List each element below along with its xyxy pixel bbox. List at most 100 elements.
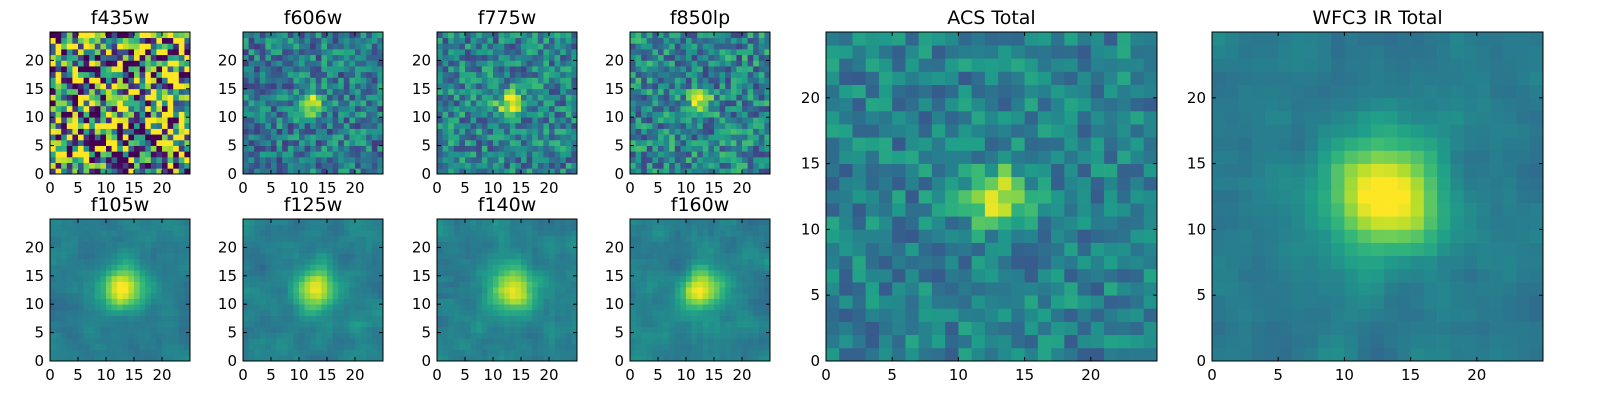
heatmap-cell [487,343,494,350]
heatmap-cell [156,230,163,237]
heatmap-cell [758,100,765,107]
heatmap-cell [686,105,692,112]
heatmap-cell [243,134,249,141]
heatmap-cell [321,253,328,260]
heatmap-cell [543,94,550,101]
heatmap-cell [498,264,505,271]
heatmap-cell [560,321,567,328]
y-tick-label: 15 [218,267,237,285]
heatmap-cell [299,117,305,124]
heatmap-cell [265,298,272,305]
heatmap-cell [299,145,305,152]
heatmap-cell [332,321,339,328]
heatmap-cell [134,224,140,231]
heatmap-cell [543,156,550,163]
heatmap-cell [259,236,266,243]
heatmap-cell [315,100,322,107]
heatmap-cell [248,287,255,294]
heatmap-cell [150,139,157,146]
heatmap-cell [89,287,96,294]
heatmap-cell [145,37,152,44]
heatmap-cell [549,321,555,328]
heatmap-cell [304,241,311,248]
heatmap-cell [532,326,539,333]
heatmap-cell [493,151,499,158]
heatmap-cell [327,83,333,90]
heatmap-cell [276,332,283,339]
heatmap-cell [764,151,771,158]
heatmap-cell [72,156,79,163]
heatmap-cell [259,162,266,169]
heatmap-cell [111,162,118,169]
heatmap-cell [117,100,124,107]
heatmap-cell [271,275,277,282]
heatmap-cell [145,77,152,84]
heatmap-cell [459,145,466,152]
heatmap-cell [366,264,373,271]
heatmap-cell [658,139,664,146]
heatmap-cell [764,100,771,107]
heatmap-cell [271,134,277,141]
heatmap-cell [481,355,488,362]
heatmap-cell [89,111,96,118]
heatmap-cell [476,162,483,169]
heatmap-cell [565,338,572,345]
heatmap-cell [742,49,748,56]
heatmap-cell [106,134,112,141]
heatmap-cell [459,105,466,112]
heatmap-cell [355,224,361,231]
heatmap-cell [630,94,636,101]
heatmap-cell [259,122,266,129]
heatmap-cell [764,111,771,118]
heatmap-cell [652,37,659,44]
heatmap-cell [554,100,561,107]
heatmap-cell [106,60,112,67]
heatmap-cell [271,219,277,226]
y-tick-label: 20 [605,51,624,69]
heatmap-cell [178,77,185,84]
heatmap-cell [50,66,56,73]
heatmap-cell [764,88,771,95]
heatmap-cell [282,326,289,333]
heatmap-cell [714,292,720,299]
heatmap-cell [89,94,96,101]
heatmap-cell [465,332,471,339]
heatmap-cell [652,83,659,90]
heatmap-cell [691,315,698,322]
heatmap-cell [78,264,84,271]
heatmap-cell [371,219,378,226]
heatmap-cell [736,332,743,339]
heatmap-cell [343,49,350,56]
heatmap-cell [55,66,62,73]
heatmap-cell [714,298,720,305]
heatmap-cell [686,304,692,311]
heatmap-cell [271,100,277,107]
heatmap-cell [321,105,328,112]
heatmap-cell [674,37,681,44]
heatmap-cell [630,60,636,67]
heatmap-cell [145,332,152,339]
heatmap-cell [521,321,527,328]
heatmap-cell [50,326,56,333]
heatmap-cell [139,355,146,362]
heatmap-cell [521,270,527,277]
heatmap-cell [702,60,709,67]
heatmap-cell [355,105,361,112]
heatmap-cell [100,247,107,254]
heatmap-cell [509,321,516,328]
heatmap-cell [725,343,732,350]
heatmap-cell [371,60,378,67]
heatmap-cell [448,54,455,61]
heatmap-cell [173,151,180,158]
heatmap-cell [493,37,499,44]
heatmap-cell [55,309,62,316]
heatmap-cell [498,270,505,277]
heatmap-cell [178,168,185,175]
heatmap-cell [504,66,511,73]
heatmap-cell [377,349,384,356]
heatmap-cell [122,230,129,237]
heatmap-cell [532,219,539,226]
heatmap-cell [338,83,345,90]
heatmap-cell [276,230,283,237]
heatmap-cell [254,128,261,135]
